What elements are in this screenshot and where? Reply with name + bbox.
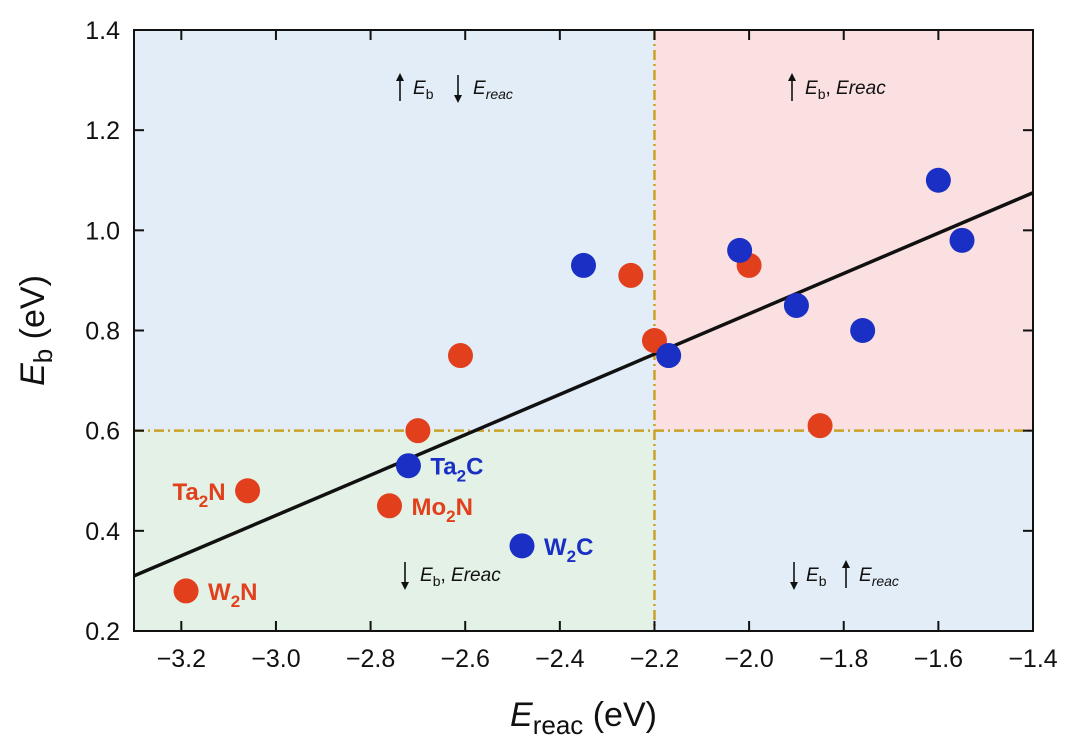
annotation-bottom-left: Eb, Ereac <box>420 565 501 589</box>
nitride-point <box>405 418 431 444</box>
quadrant-annotations: Eb Ereac Eb, Ereac Eb, Ereac Eb Ereac <box>396 73 899 590</box>
nitride-point-label: W2N <box>208 579 257 611</box>
quadrant-top-left <box>134 30 655 431</box>
nitride-point-label: Ta2N <box>173 479 226 511</box>
annotation-top-right: Eb, Ereac <box>805 78 886 102</box>
nitride-point <box>377 493 403 519</box>
carbide-point <box>656 343 682 369</box>
y-tick-label: 0.6 <box>85 418 120 446</box>
down-arrow-icon-head <box>454 95 462 103</box>
x-tick-label: −1.4 <box>1008 645 1057 673</box>
nitride-point <box>807 413 833 439</box>
x-tick-label: −2.6 <box>441 645 490 673</box>
x-tick-label: −3.0 <box>251 645 300 673</box>
x-axis-title: Ereac (eV) <box>510 696 657 740</box>
y-tick-label: 0.8 <box>85 318 120 346</box>
y-tick-label: 1.4 <box>85 17 120 45</box>
up-arrow-icon-head <box>396 73 404 81</box>
up-arrow-icon-head <box>788 73 796 81</box>
x-tick-label: −1.8 <box>819 645 868 673</box>
carbide-point-label: Ta2C <box>430 454 483 486</box>
y-tick-label: 1.2 <box>85 117 120 145</box>
carbide-point <box>395 453 421 479</box>
carbide-point <box>727 237 753 263</box>
carbide-point <box>509 533 535 559</box>
carbide-point <box>571 252 596 278</box>
nitride-point <box>618 262 644 288</box>
x-tick-label: −1.6 <box>914 645 963 673</box>
quadrant-backgrounds <box>134 30 1033 631</box>
y-tick-label: 0.2 <box>85 618 120 646</box>
x-tick-label: −2.2 <box>630 645 679 673</box>
data-points <box>173 167 975 604</box>
x-axis: −3.2 −3.0 −2.8 −2.6 −2.4 −2.2 −2.0 −1.8 −1.6 −1.4 <box>157 30 1058 673</box>
nitride-point-label: Mo2N <box>412 494 473 526</box>
down-arrow-icon-head <box>790 582 798 590</box>
nitride-point <box>235 478 261 504</box>
annotation-bottom-right-ereac: Ereac <box>859 565 899 589</box>
down-arrow-icon-head <box>401 582 409 590</box>
nitride-point <box>447 343 473 369</box>
y-axis-title: Eb (eV) <box>14 275 58 386</box>
carbide-point <box>949 227 975 253</box>
carbide-point-label: W2C <box>544 534 593 566</box>
carbide-point <box>850 318 876 343</box>
carbide-point <box>783 292 809 318</box>
annotation-top-left-ereac: Ereac <box>473 78 513 102</box>
carbide-point <box>925 167 951 193</box>
quadrant-top-right <box>654 30 1033 431</box>
y-tick-label: 1.0 <box>85 217 120 245</box>
nitride-point <box>173 578 199 604</box>
quadrant-bottom-right <box>654 430 1033 631</box>
x-tick-label: −3.2 <box>157 645 206 673</box>
x-tick-label: −2.0 <box>724 645 773 673</box>
annotation-top-left-eb: Eb <box>413 78 434 102</box>
x-tick-label: −2.8 <box>346 645 395 673</box>
point-labels: W2N Ta2N Mo2N Ta2C W2C <box>173 454 594 611</box>
y-tick-label: 0.4 <box>85 518 120 546</box>
fit-line <box>133 191 1034 578</box>
y-axis: 0.2 0.4 0.6 0.8 1.0 1.2 1.4 <box>85 17 1033 646</box>
annotation-bottom-right-eb: Eb <box>806 565 827 589</box>
up-arrow-icon-head <box>842 560 850 568</box>
x-tick-label: −2.4 <box>535 645 584 673</box>
fit-line-group <box>133 191 1034 578</box>
